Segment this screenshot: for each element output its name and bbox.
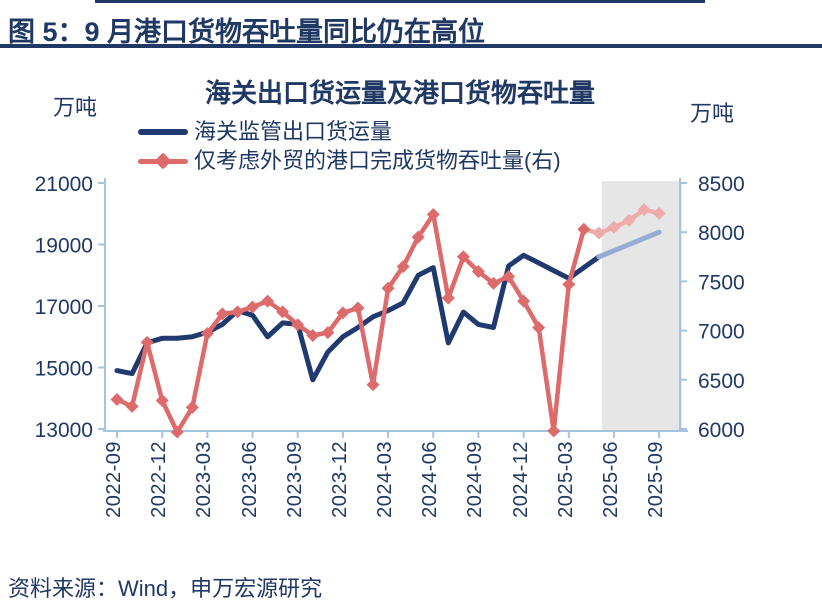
right-axis-tick-label: 6500 — [698, 370, 745, 393]
x-axis-tick-label: 2024-06 — [419, 441, 442, 518]
right-axis-tick-label: 8500 — [698, 173, 745, 196]
diamond-data-marker — [140, 335, 154, 349]
left-axis-tick-label: 19000 — [35, 235, 93, 258]
diamond-data-marker — [547, 424, 561, 438]
x-axis-tick-label: 2023-12 — [328, 441, 351, 518]
diamond-data-marker — [366, 378, 380, 392]
legend-item-port-throughput: 仅考虑外贸的港口完成货物吞吐量(右) — [138, 146, 561, 175]
top-border-rule — [95, 0, 705, 3]
diamond-data-marker — [592, 226, 606, 240]
left-axis-unit-label: 万吨 — [53, 95, 98, 120]
x-axis-tick-label: 2022-12 — [148, 441, 171, 518]
x-axis-tick-label: 2022-09 — [103, 441, 125, 518]
diamond-data-marker — [502, 269, 516, 283]
diamond-data-marker — [185, 400, 199, 414]
diamond-data-marker — [562, 277, 576, 291]
right-axis-tick-label: 7500 — [698, 271, 745, 294]
right-axis-tick-label: 8000 — [698, 222, 745, 245]
x-axis-tick-label: 2025-03 — [554, 441, 577, 518]
x-axis-tick-label: 2025-09 — [645, 441, 668, 518]
diamond-data-marker — [637, 203, 651, 217]
series-port-throughput-line — [110, 203, 666, 439]
legend-label: 海关监管出口货运量 — [194, 119, 393, 144]
diamond-data-marker — [246, 300, 260, 314]
diamond-data-marker — [622, 213, 636, 227]
diamond-data-marker — [517, 294, 531, 308]
left-axis-tick-label: 13000 — [35, 419, 93, 442]
diamond-data-marker — [200, 327, 214, 341]
diamond-data-marker — [125, 399, 139, 413]
x-axis-tick-label: 2025-06 — [599, 441, 622, 518]
diamond-data-marker — [170, 425, 184, 439]
x-axis-tick-label: 2023-09 — [283, 441, 306, 518]
legend-line-swatch-blue — [138, 126, 188, 138]
diamond-data-marker — [321, 326, 335, 340]
right-axis-unit-label: 万吨 — [690, 101, 735, 126]
chart-legend: 海关监管出口货运量 仅考虑外贸的港口完成货物吞吐量(右) — [138, 117, 561, 175]
series-export-freight-line — [114, 229, 662, 383]
diamond-data-marker — [607, 220, 621, 234]
diamond-data-marker — [110, 392, 124, 406]
blue-line-icon — [138, 128, 188, 135]
title-underline-rule — [0, 44, 822, 48]
left-axis-tick-label: 15000 — [35, 358, 93, 381]
diamond-data-marker — [456, 250, 470, 264]
diamond-data-marker — [441, 291, 455, 305]
diamond-data-marker — [426, 207, 440, 221]
diamond-data-marker — [577, 222, 591, 236]
diamond-data-marker — [276, 305, 290, 319]
diamond-data-marker — [396, 260, 410, 274]
x-axis-ticks — [116, 431, 661, 438]
diamond-data-marker — [532, 321, 546, 335]
x-axis-tick-label: 2024-09 — [464, 441, 487, 518]
figure-title: 图 5：9 月港口货物吞吐量同比仍在高位 — [8, 17, 486, 47]
diamond-data-marker — [155, 393, 169, 407]
source-note: 资料来源：Wind，申万宏源研究 — [8, 576, 323, 601]
diamond-data-marker — [261, 294, 275, 308]
legend-item-export-freight: 海关监管出口货运量 — [138, 117, 561, 146]
forecast-band — [601, 181, 682, 431]
right-axis-tick-label: 7000 — [698, 321, 745, 344]
diamond-data-marker — [291, 318, 305, 332]
x-axis-tick-label: 2024-12 — [509, 441, 532, 518]
axes — [103, 178, 688, 432]
diamond-data-marker — [652, 207, 666, 221]
left-axis-tick-label: 17000 — [35, 296, 93, 319]
diamond-data-marker — [487, 276, 500, 290]
diamond-data-marker — [411, 230, 425, 244]
diamond-data-marker — [471, 265, 485, 279]
x-axis-tick-label: 2023-03 — [193, 441, 216, 518]
diamond-data-marker — [381, 281, 395, 295]
x-axis-tick-label: 2024-03 — [374, 441, 397, 518]
left-axis-tick-label: 21000 — [35, 173, 93, 196]
left-axis-ticks: 21000 19000 17000 15000 13000 — [35, 173, 105, 442]
diamond-data-marker — [215, 307, 229, 321]
chart-title: 海关出口货运量及港口货物吞吐量 — [204, 78, 595, 108]
diamond-data-marker — [306, 329, 320, 343]
diamond-data-marker — [351, 301, 365, 315]
x-axis-tick-label: 2023-06 — [238, 441, 261, 518]
right-axis-ticks: 8500 8000 7500 7000 6500 6000 — [680, 173, 745, 442]
right-axis-tick-label: 6000 — [698, 419, 745, 442]
legend-line-swatch-red — [138, 152, 188, 169]
diamond-data-marker — [230, 305, 244, 319]
legend-label: 仅考虑外贸的港口完成货物吞吐量(右) — [194, 148, 561, 173]
diamond-data-marker — [336, 306, 350, 320]
